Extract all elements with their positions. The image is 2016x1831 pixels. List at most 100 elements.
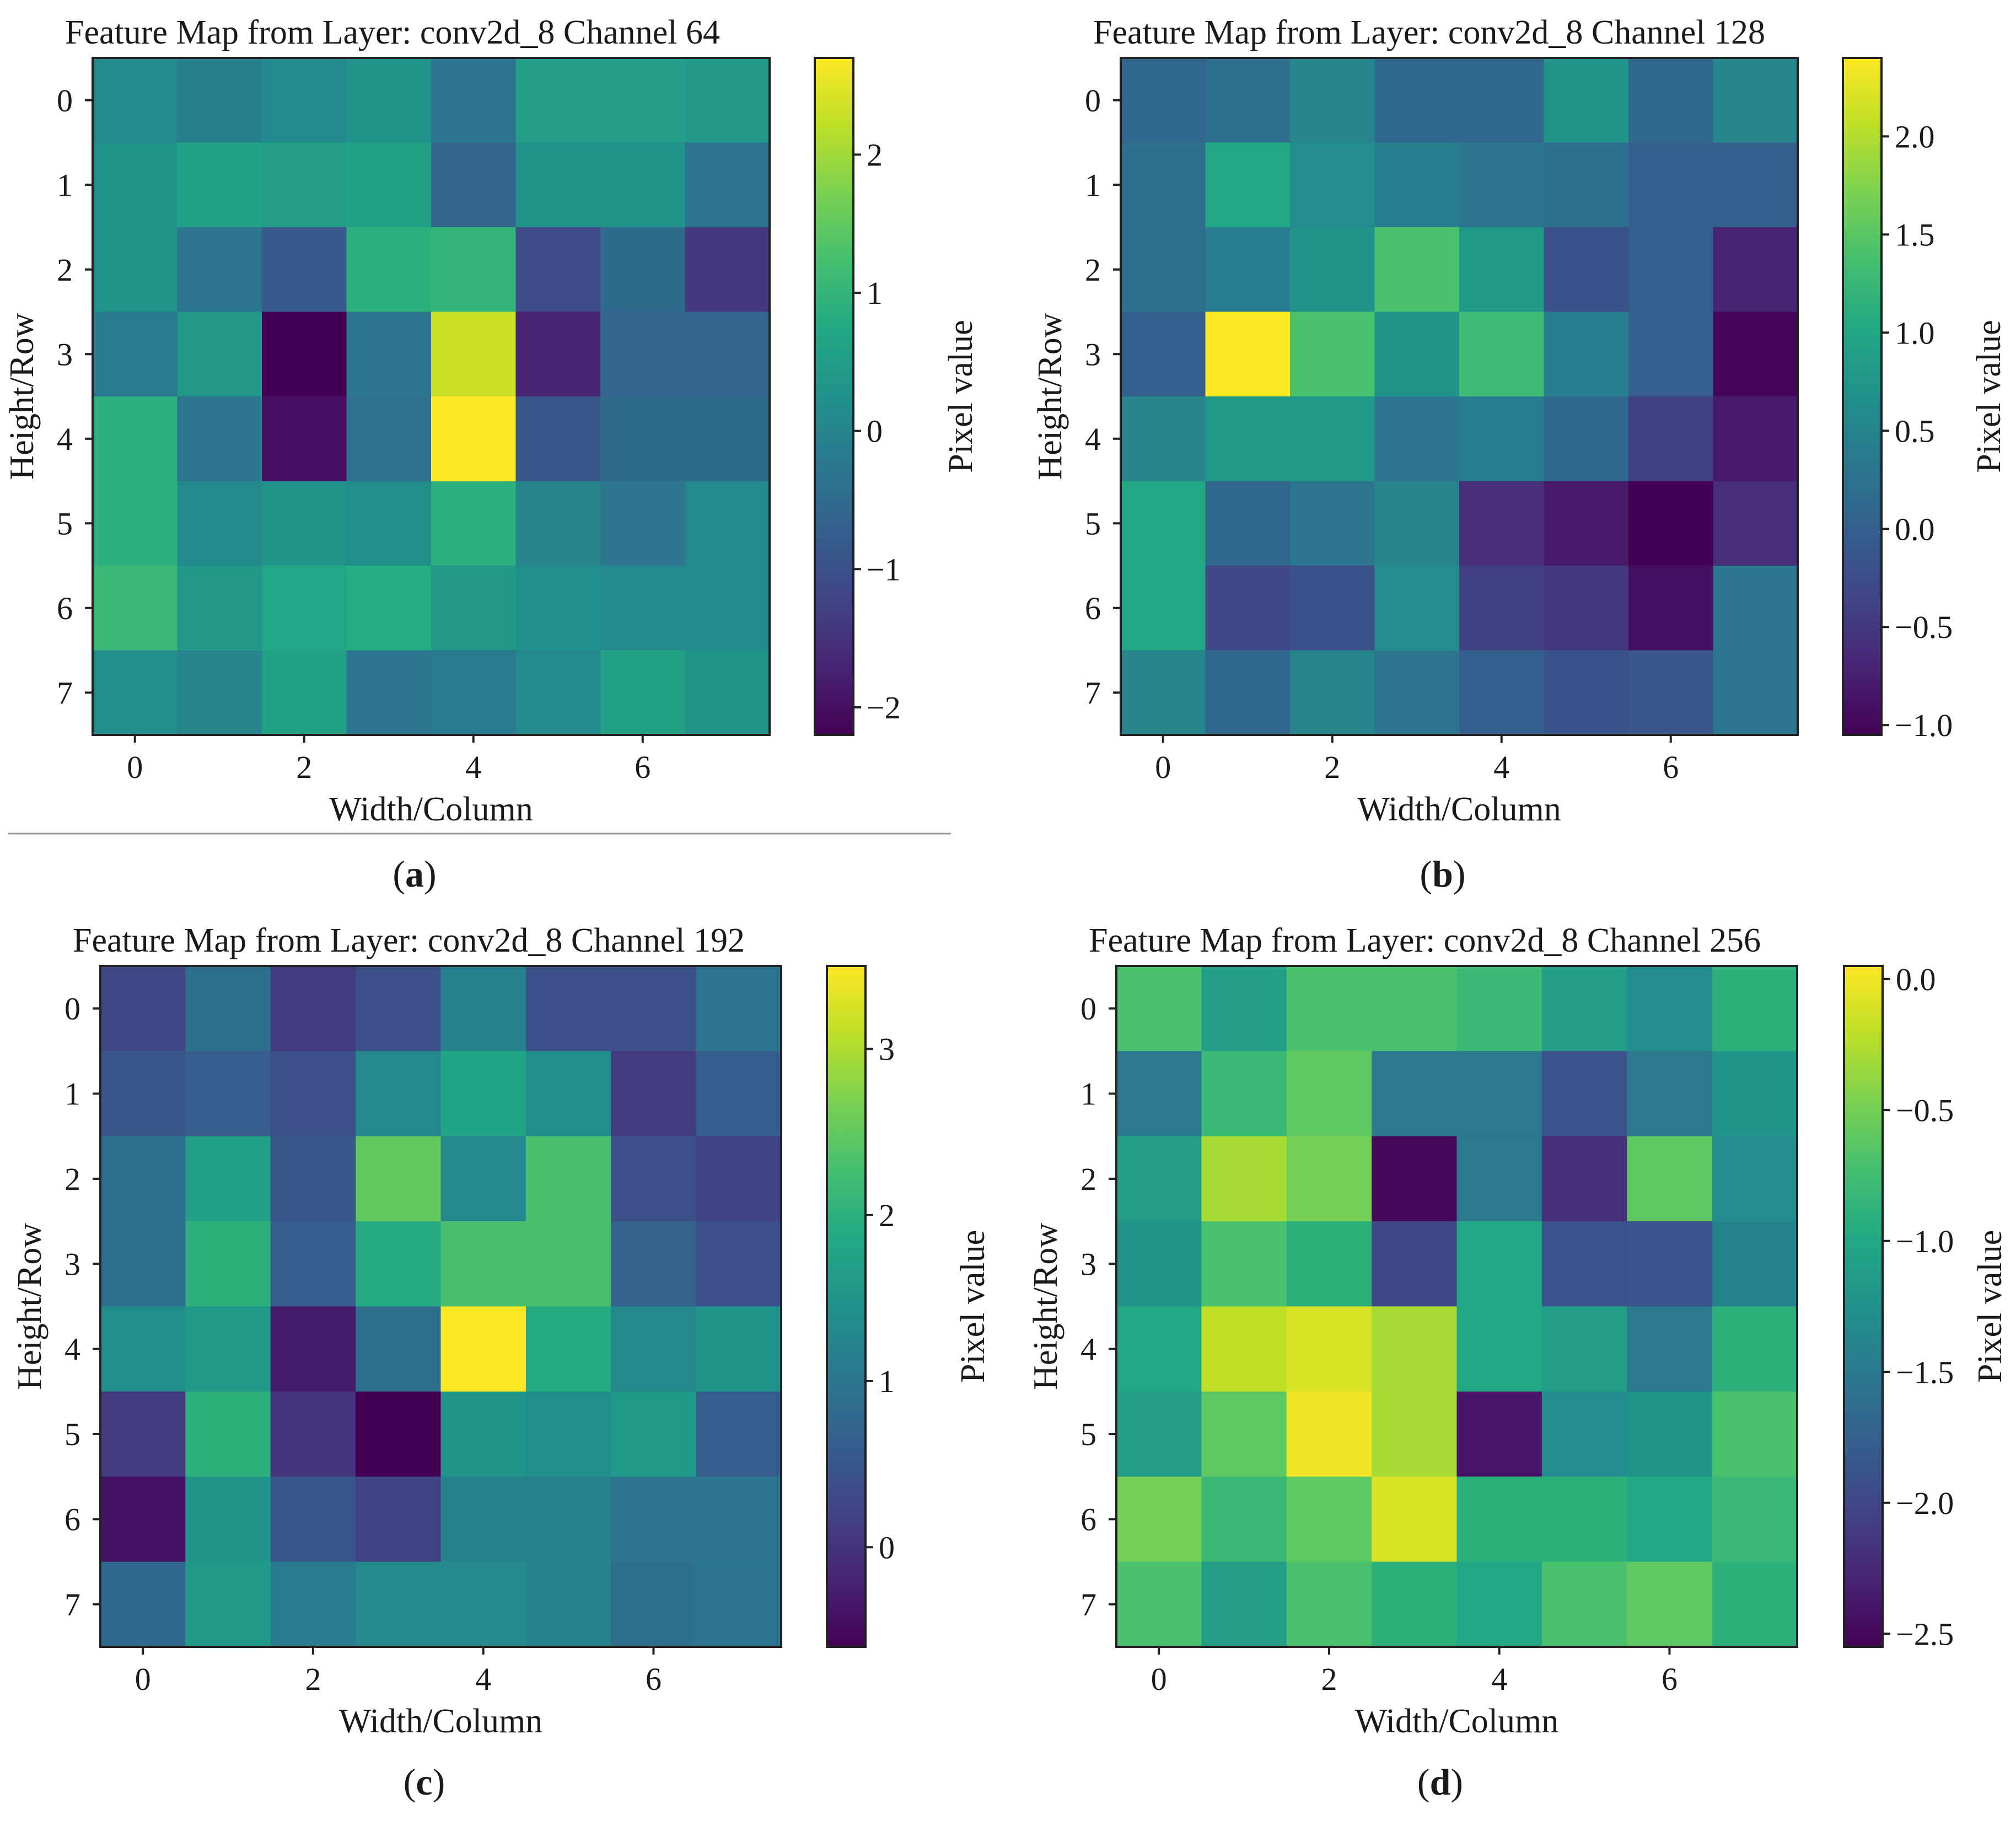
heatmap-cell (431, 58, 517, 143)
colorbar (1844, 966, 1883, 1647)
heatmap-cell (1627, 1306, 1713, 1392)
heatmap-cell (1627, 966, 1713, 1051)
chart-title: Feature Map from Layer: conv2d_8 Channel… (1093, 14, 1765, 51)
heatmap-cell (1201, 1561, 1287, 1647)
heatmap-cell (1372, 1221, 1458, 1307)
y-tick-label: 4 (57, 421, 73, 457)
heatmap-cell (440, 1136, 526, 1222)
heatmap-cell (431, 142, 517, 228)
heatmap-cell (270, 1391, 356, 1477)
heatmap-cell (346, 481, 432, 566)
heatmap-cell (1713, 142, 1798, 228)
heatmap-cell (262, 312, 347, 397)
heatmap-cell (515, 312, 601, 397)
heatmap-cell (611, 966, 697, 1051)
heatmap-cell (1541, 1221, 1627, 1307)
y-tick-label: 0 (64, 991, 80, 1027)
heatmap-cell (440, 1221, 526, 1307)
y-tick-label: 7 (57, 675, 73, 711)
x-tick-label: 0 (135, 1661, 151, 1697)
heatmap-cell (1712, 1136, 1798, 1222)
x-tick-label: 6 (1663, 749, 1679, 785)
heatmap-cell (1205, 312, 1291, 397)
x-tick-label: 4 (475, 1661, 491, 1697)
heatmap-cell (1628, 650, 1714, 735)
heatmap-cell (1713, 650, 1798, 735)
colorbar-label: Pixel value (1971, 1230, 2009, 1383)
x-tick-label: 0 (1151, 1661, 1167, 1697)
heatmap-cell (270, 1306, 356, 1392)
y-tick-label: 0 (1080, 991, 1096, 1027)
y-tick-label: 2 (57, 252, 73, 288)
heatmap-cell (696, 1476, 782, 1562)
heatmap-cell (431, 650, 517, 735)
heatmap-cell (1541, 966, 1627, 1051)
heatmap-cell (346, 650, 432, 735)
heatmap-cell (600, 58, 686, 143)
x-tick-label: 6 (1662, 1661, 1678, 1697)
heatmap-cell (1374, 481, 1460, 566)
heatmap-cell (1286, 1391, 1372, 1477)
heatmap-cell (685, 312, 770, 397)
heatmap-cell (185, 966, 271, 1051)
heatmap-cell (685, 566, 770, 651)
heatmap-cell (1201, 1221, 1287, 1307)
y-tick-label: 3 (64, 1246, 80, 1282)
chart-title: Feature Map from Layer: conv2d_8 Channel… (73, 922, 745, 959)
colorbar-tick-label: −2.5 (1896, 1616, 1954, 1652)
heatmap-cell (515, 396, 601, 482)
panel-caption: (d) (1417, 1761, 1463, 1803)
y-tick-label: 0 (1085, 83, 1101, 119)
heatmap-cell (515, 650, 601, 735)
heatmap-cell (356, 1391, 442, 1477)
heatmap-cell (525, 1476, 611, 1562)
heatmap-cell (685, 58, 770, 143)
heatmap-cell (1372, 1391, 1458, 1477)
heatmap-cell (1374, 312, 1460, 397)
colorbar-tick-label: −2 (867, 690, 901, 726)
heatmap-cell (600, 481, 686, 566)
colorbar-frame (814, 57, 854, 736)
x-tick-label: 2 (296, 749, 312, 785)
chart-title: Feature Map from Layer: conv2d_8 Channel… (65, 14, 720, 51)
heatmap-cell (346, 396, 432, 482)
heatmap-cell (1286, 1051, 1372, 1137)
heatmap-cell (1205, 650, 1291, 735)
y-tick-label: 4 (1080, 1331, 1096, 1367)
y-tick-label: 1 (1080, 1076, 1096, 1112)
chart-title: Feature Map from Layer: conv2d_8 Channel… (1089, 922, 1761, 959)
heatmap-cell (1201, 1136, 1287, 1222)
heatmap-cell (1116, 1221, 1202, 1307)
heatmap-cell (600, 566, 686, 651)
heatmap-cell (1628, 312, 1714, 397)
heatmap-cell (600, 396, 686, 482)
heatmap-cell (356, 966, 442, 1051)
heatmap-cell (515, 142, 601, 228)
heatmap-cell (1201, 1051, 1287, 1137)
heatmap-cell (1459, 142, 1545, 228)
x-axis-label: Width/Column (339, 1703, 543, 1740)
heatmap-cell (100, 1051, 186, 1137)
x-tick-label: 6 (646, 1661, 662, 1697)
x-axis-label: Width/Column (329, 791, 533, 828)
heatmap-cell (1290, 142, 1375, 228)
x-tick-label: 4 (465, 749, 481, 785)
x-tick-label: 2 (1321, 1661, 1337, 1697)
heatmap-cell (185, 1391, 271, 1477)
heatmap-cell (1290, 312, 1375, 397)
heatmap-cell (1713, 396, 1798, 482)
heatmap-cell (696, 1306, 782, 1392)
y-tick-label: 4 (64, 1331, 80, 1367)
heatmap-cell (611, 1561, 697, 1647)
heatmap-cell (1372, 1306, 1458, 1392)
heatmap-cell (1374, 142, 1460, 228)
heatmap-cell (270, 1051, 356, 1137)
heatmap-cell (1116, 1391, 1202, 1477)
heatmap-cell (1456, 1136, 1542, 1222)
y-tick-label: 2 (1085, 252, 1101, 288)
heatmap-cell (100, 1391, 186, 1477)
heatmap-cell (1541, 1561, 1627, 1647)
heatmap-cell (1628, 396, 1714, 482)
colorbar-tick-label: −1 (867, 551, 901, 587)
heatmap-cell (1286, 1136, 1372, 1222)
